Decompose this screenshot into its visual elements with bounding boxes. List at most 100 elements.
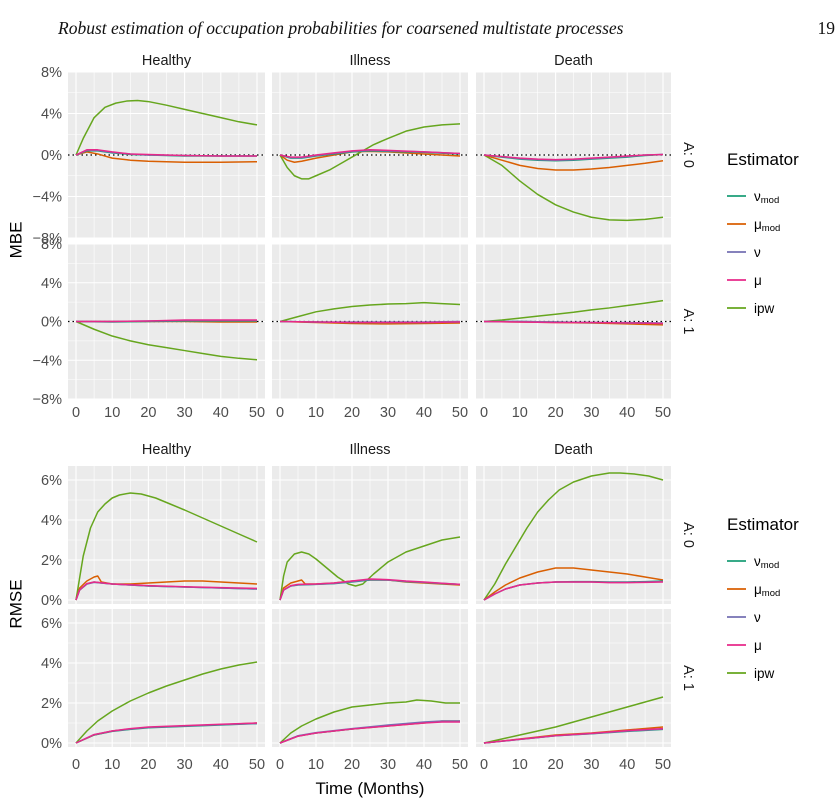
x-tick-label: 10 [104,405,120,421]
x-tick-label: 20 [548,757,564,773]
series-line-mu [76,319,257,323]
series-line-ipw [75,320,258,361]
legend-label-mu-mod: μmod [754,582,780,599]
series-line-mu-mod [483,567,664,601]
row-label-a0: A: 0 [680,522,696,548]
x-tick-label: 50 [655,405,671,421]
facet-label-death: Death [554,442,593,458]
row-label-a0: A: 0 [680,142,696,168]
legend-label-subscript: mod [761,195,779,206]
y-tick-label: 8% [41,65,62,81]
x-tick-label: 0 [276,757,284,773]
series-line-mu-mod [279,150,461,164]
x-tick-label: 40 [619,405,635,421]
series-line-mu [279,149,461,158]
legend-label-ipw: ipw [754,666,775,681]
y-axis-title: MBE [6,222,25,259]
legend-label-base: μ [754,217,762,232]
facet-label-illness: Illness [349,442,390,458]
y-tick-label: 0% [41,736,62,752]
series-line-mu-mod [75,151,258,164]
series-line-ipw [483,154,664,222]
x-tick-label: 40 [416,757,432,773]
legend-label-base: ν [754,554,761,569]
series-line-mu [483,581,664,601]
series-line-ipw [279,536,461,601]
x-tick-label: 10 [512,757,528,773]
series-line-mu [483,153,664,161]
facet-label-illness: Illness [349,53,390,69]
x-tick-label: 50 [452,405,468,421]
panel-healthy-a1 [68,609,265,747]
x-tick-label: 0 [72,405,80,421]
y-axis-title: RMSE [6,579,25,628]
series-line-mu-mod [75,575,258,601]
x-tick-label: 30 [380,405,396,421]
series-line-mu [279,320,461,324]
facet-label-healthy: Healthy [142,442,192,458]
series-line-ipw [483,472,664,601]
legend-label-nu: ν [754,610,761,625]
x-tick-label: 40 [416,405,432,421]
y-tick-label: −8% [33,392,63,408]
panel-healthy-a0 [68,71,265,239]
row-label-a1: A: 1 [680,665,696,691]
facet-label-healthy: Healthy [142,53,192,69]
x-tick-label: 0 [480,757,488,773]
legend-label-nu-mod: νmod [754,189,779,206]
panel-healthy-a0 [68,466,265,604]
legend-label-subscript: mod [762,223,780,234]
x-tick-label: 50 [249,757,265,773]
series-line-mu [279,721,460,744]
series-line-ipw [483,696,664,744]
legend-label-mu: μ [754,638,762,653]
series-line-ipw [279,699,460,744]
series-line-mu [483,727,664,744]
legend-title: Estimator [727,150,799,169]
x-tick-label: 50 [249,405,265,421]
x-axis-title: Time (Months) [316,779,425,798]
y-tick-label: 6% [41,473,62,489]
series-line-ipw [279,301,461,323]
x-tick-label: 30 [583,757,599,773]
x-tick-label: 10 [308,757,324,773]
series-line-ipw [75,492,258,601]
panel-death-a1 [476,243,671,400]
rmse-chart: Healthy Illness Death A: 0 A: 1 0% 2% 4% 6% 0% 2% 4… [6,442,799,798]
legend-label-subscript: mod [761,560,779,571]
legend-label-base: μ [754,582,762,597]
series-line-mu [279,578,461,601]
y-tick-label: 4% [41,276,62,292]
y-tick-label: 0% [41,315,62,331]
x-tick-label: 40 [213,757,229,773]
legend-label-base: ν [754,189,761,204]
y-tick-label: −8% [33,231,63,247]
page-header-title: Robust estimation of occupation probabil… [58,18,624,38]
page-number: 19 [817,18,836,38]
legend-label-mu: μ [754,273,762,288]
legend-title: Estimator [727,515,799,534]
x-tick-label: 0 [72,757,80,773]
series-line-mu [75,149,257,157]
series-line-ipw [75,99,258,156]
x-tick-label: 30 [583,405,599,421]
row-label-a1: A: 1 [680,309,696,335]
x-tick-label: 0 [276,405,284,421]
panel-death-a0 [476,466,671,604]
series-line-mu [483,320,664,325]
y-tick-label: 2% [41,696,62,712]
y-tick-label: 0% [41,593,62,609]
x-tick-label: 10 [104,757,120,773]
series-line-ipw [483,299,664,323]
legend-label-base: μ [754,638,762,653]
panel-death-a0 [476,71,671,239]
panel-illness-a0 [272,71,468,239]
panel-healthy-a1 [68,243,265,400]
y-tick-label: 4% [41,656,62,672]
x-tick-label: 10 [512,405,528,421]
y-tick-label: 2% [41,553,62,569]
